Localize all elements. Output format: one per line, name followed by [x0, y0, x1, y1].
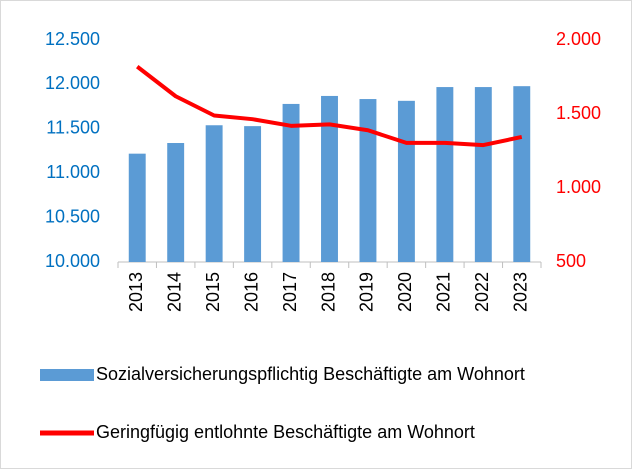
- x-tick-label: 2019: [357, 272, 377, 312]
- y-tick-label: 11.500: [46, 118, 100, 138]
- line: [136, 65, 523, 148]
- legend-label: Sozialversicherungspflichtig Beschäftigt…: [96, 364, 525, 384]
- y-tick-label: 10.000: [45, 251, 100, 271]
- x-tick-label: 2018: [318, 272, 338, 312]
- x-tick-label: 2017: [280, 272, 300, 312]
- y2-tick-label: 2.000: [556, 29, 601, 49]
- bar: [128, 153, 146, 262]
- y2-tick-label: 1.000: [556, 177, 601, 197]
- x-tick-label: 2021: [434, 272, 454, 312]
- legend-label: Geringfügig entlohnte Beschäftigte am Wo…: [96, 422, 475, 442]
- x-tick-label: 2020: [395, 272, 415, 312]
- bar: [359, 99, 377, 262]
- x-tick-label: 2016: [241, 272, 261, 312]
- bar: [167, 143, 185, 262]
- y2-tick-label: 1.500: [556, 103, 601, 123]
- bar: [513, 86, 531, 263]
- bar: [244, 126, 262, 262]
- x-tick-label: 2015: [203, 272, 223, 312]
- x-tick-label: 2022: [472, 272, 492, 312]
- x-tick-label: 2023: [511, 272, 531, 312]
- y-tick-label: 12.500: [45, 29, 100, 49]
- y-tick-label: 11.000: [46, 162, 100, 182]
- bar: [474, 87, 492, 263]
- y-tick-label: 12.000: [45, 73, 100, 93]
- legend-swatch: [40, 369, 94, 381]
- y2-tick-label: 500: [556, 251, 586, 271]
- bar: [205, 125, 223, 262]
- y-tick-label: 10.500: [45, 206, 100, 226]
- x-tick-label: 2014: [164, 272, 184, 312]
- bar: [321, 95, 338, 262]
- x-tick-label: 2013: [126, 272, 146, 312]
- bar: [397, 100, 415, 262]
- bar: [436, 87, 454, 263]
- bar: [282, 103, 300, 262]
